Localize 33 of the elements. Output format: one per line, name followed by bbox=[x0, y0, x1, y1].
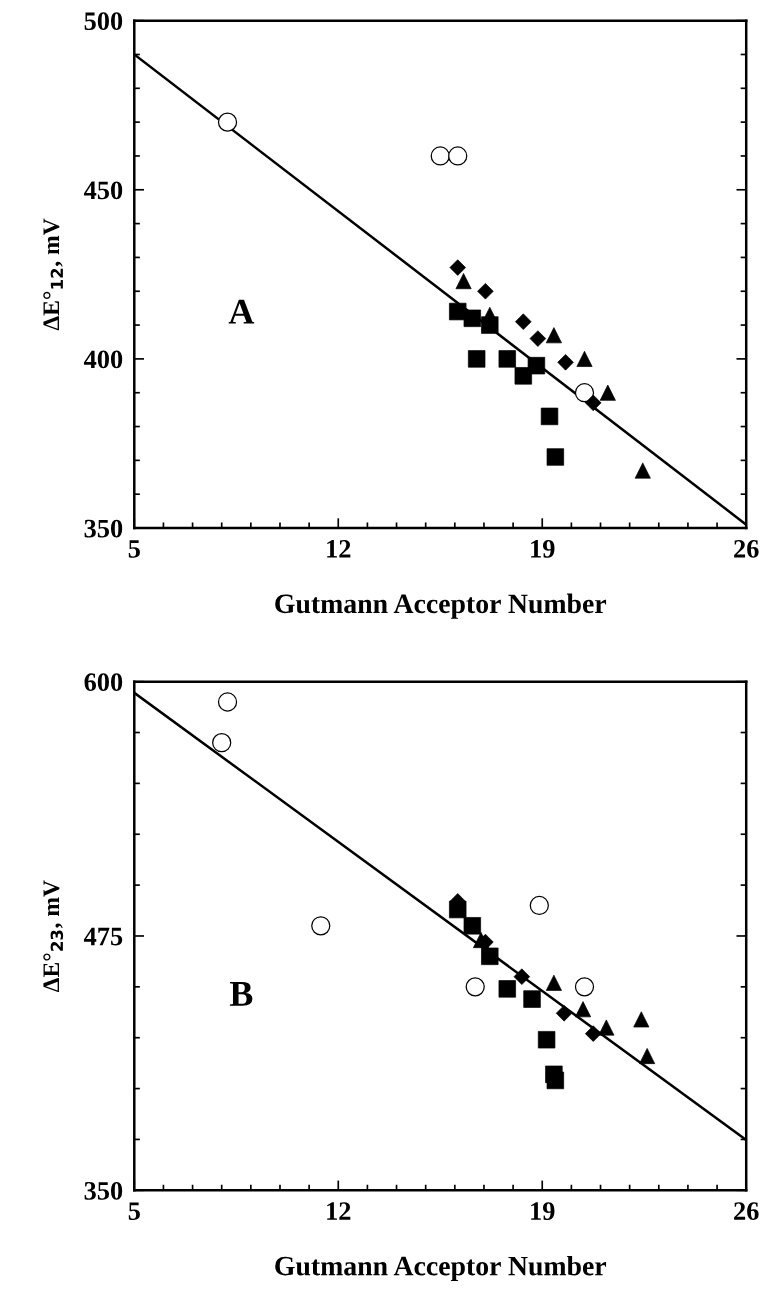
x-tick-label: 5 bbox=[128, 1202, 140, 1220]
point bbox=[465, 977, 485, 997]
point bbox=[529, 330, 547, 347]
y-axis-title: ΔE°$_{23}$, mV bbox=[43, 880, 64, 992]
x-tick-label: 26 bbox=[734, 539, 759, 558]
point bbox=[430, 146, 450, 166]
y-tick-label: 500 bbox=[84, 12, 123, 31]
point bbox=[574, 977, 595, 997]
point bbox=[574, 383, 595, 403]
x-tick-label: 26 bbox=[734, 1202, 759, 1220]
y-tick-label: 350 bbox=[84, 519, 123, 538]
y-tick-label: 400 bbox=[83, 350, 123, 369]
x-axis-title: Gutmann Acceptor Number bbox=[275, 593, 607, 619]
point bbox=[217, 112, 238, 132]
point bbox=[477, 283, 494, 300]
x-tick-label: 12 bbox=[327, 1202, 351, 1220]
x-tick-label: 19 bbox=[531, 1202, 555, 1220]
x-axis-title: Gutmann Acceptor Number bbox=[275, 1255, 607, 1282]
y-axis-title: ΔE°$_{12}$, mV bbox=[43, 218, 63, 331]
y-tick-label: 350 bbox=[84, 1181, 123, 1200]
point bbox=[529, 895, 549, 916]
x-tick-label: 19 bbox=[531, 539, 555, 558]
point bbox=[217, 692, 238, 712]
point bbox=[212, 733, 232, 753]
point bbox=[311, 916, 331, 936]
x-tick-label: 12 bbox=[327, 539, 351, 558]
annotation: B bbox=[229, 982, 253, 1006]
x-tick-label: 5 bbox=[128, 540, 140, 558]
point bbox=[448, 146, 468, 166]
y-tick-label: 450 bbox=[83, 181, 123, 200]
y-tick-label: 475 bbox=[83, 927, 123, 946]
annotation: A bbox=[228, 299, 255, 324]
y-tick-label: 600 bbox=[84, 673, 123, 692]
